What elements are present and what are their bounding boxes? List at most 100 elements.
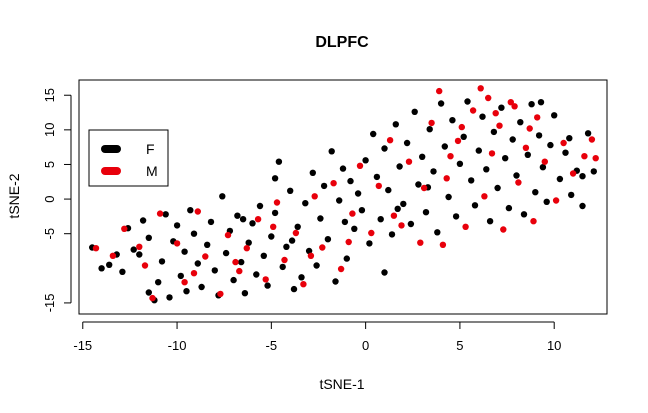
point-f-42: [268, 233, 275, 240]
point-f-88: [434, 229, 441, 236]
point-f-59: [328, 148, 335, 155]
point-m-64: [270, 223, 277, 230]
point-m-63: [307, 252, 315, 259]
point-f-79: [400, 200, 407, 208]
point-m-54: [588, 136, 596, 143]
point-m-39: [477, 85, 484, 92]
point-f-92: [449, 117, 456, 124]
point-m-44: [507, 99, 514, 106]
point-f-65: [351, 225, 358, 232]
point-m-18: [292, 229, 300, 237]
point-f-45: [275, 158, 283, 165]
point-f-48: [287, 187, 294, 194]
point-m-62: [345, 238, 352, 246]
point-m-25: [356, 162, 364, 169]
point-f-15: [166, 294, 173, 301]
point-f-117: [543, 198, 550, 205]
point-f-118: [547, 141, 554, 149]
chart-title: DLPFC: [315, 34, 369, 51]
y-tick-label-0: -15: [42, 294, 57, 313]
legend-label-f: F: [146, 141, 155, 157]
point-m-49: [541, 158, 548, 165]
point-m-35: [443, 175, 450, 182]
point-m-66: [190, 270, 198, 277]
point-m-26: [368, 229, 375, 237]
point-f-64: [347, 177, 354, 185]
point-f-35: [241, 290, 249, 297]
point-f-73: [381, 145, 388, 152]
point-m-9: [202, 253, 209, 260]
point-m-61: [390, 212, 398, 219]
point-f-112: [524, 151, 531, 158]
point-f-116: [539, 164, 547, 171]
point-f-97: [468, 177, 475, 184]
point-m-47: [530, 218, 537, 225]
point-f-53: [305, 247, 313, 255]
point-m-32: [428, 119, 435, 127]
point-m-11: [224, 231, 232, 239]
point-m-10: [217, 290, 224, 298]
point-f-128: [566, 135, 573, 142]
point-f-24: [198, 283, 205, 291]
point-f-39: [256, 202, 264, 210]
point-f-133: [394, 205, 401, 212]
point-f-9: [145, 234, 152, 241]
point-m-5: [156, 210, 164, 217]
point-f-111: [520, 211, 528, 218]
point-f-115: [535, 132, 543, 139]
point-f-2: [106, 261, 113, 268]
x-tick-label-0: -15: [73, 338, 92, 353]
y-tick-label-5: 15: [42, 88, 57, 102]
point-m-69: [485, 94, 492, 102]
point-f-80: [403, 139, 411, 147]
point-f-68: [362, 157, 369, 164]
point-f-107: [505, 204, 513, 212]
point-m-55: [592, 155, 599, 162]
point-f-77: [392, 121, 399, 128]
point-f-86: [426, 126, 433, 133]
point-f-93: [452, 213, 460, 220]
point-m-59: [447, 153, 454, 160]
x-tick-label-2: -5: [266, 338, 278, 353]
point-f-21: [187, 207, 194, 214]
point-f-6: [130, 246, 137, 253]
point-m-68: [526, 125, 533, 132]
point-m-2: [121, 225, 128, 232]
y-tick-label-4: 10: [42, 123, 57, 137]
point-f-83: [415, 181, 422, 188]
y-axis-label: tSNE-2: [6, 173, 22, 218]
point-f-120: [556, 175, 564, 183]
x-tick-label-1: -10: [168, 338, 187, 353]
legend-box: [88, 129, 169, 187]
point-m-23: [337, 265, 345, 273]
y-tick-label-3: 5: [42, 161, 57, 168]
point-f-121: [562, 149, 569, 156]
point-f-52: [302, 200, 309, 207]
point-m-17: [281, 256, 288, 264]
point-f-10: [145, 289, 152, 296]
point-f-99: [475, 147, 482, 154]
point-f-19: [181, 248, 188, 255]
point-f-55: [313, 262, 320, 269]
point-f-94: [456, 160, 464, 167]
point-m-4: [149, 294, 156, 302]
point-m-57: [492, 110, 499, 117]
point-m-3: [141, 262, 149, 269]
point-f-91: [445, 193, 452, 201]
point-m-60: [420, 184, 428, 192]
point-f-105: [498, 104, 505, 111]
point-m-38: [469, 107, 477, 114]
point-f-18: [177, 272, 184, 280]
point-f-131: [288, 237, 296, 244]
point-m-7: [181, 279, 188, 286]
point-m-31: [417, 239, 424, 246]
point-f-132: [341, 218, 349, 226]
y-tick-label-2: 0: [42, 195, 57, 202]
legend: F M: [88, 129, 169, 187]
point-f-54: [309, 169, 316, 176]
point-f-125: [584, 130, 592, 137]
point-m-56: [511, 103, 518, 110]
point-m-13: [243, 245, 250, 252]
point-f-12: [155, 279, 162, 286]
point-f-129: [537, 99, 545, 106]
